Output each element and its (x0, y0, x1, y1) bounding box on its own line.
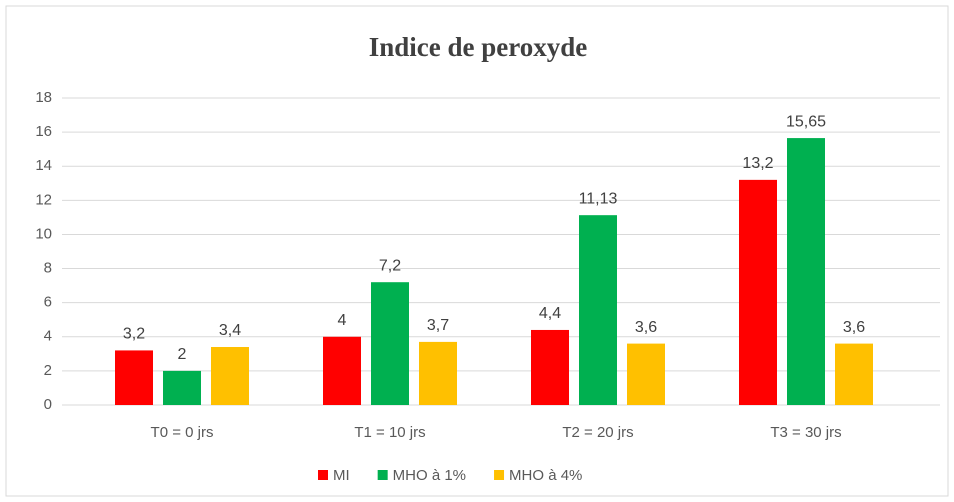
bar (323, 336, 361, 405)
x-tick-label: T1 = 10 jrs (354, 424, 425, 441)
legend-label: MHO à 1% (393, 467, 466, 484)
y-tick-label: 4 (44, 328, 52, 345)
bar (419, 341, 457, 405)
bar (371, 282, 409, 405)
value-label: 3,7 (427, 317, 449, 334)
bar (739, 179, 777, 405)
legend-label: MHO à 4% (509, 467, 582, 484)
y-tick-label: 16 (35, 123, 52, 140)
legend-label: MI (333, 467, 350, 484)
bar (835, 343, 873, 405)
bar (115, 350, 153, 405)
x-tick-label: T2 = 20 jrs (562, 424, 633, 441)
x-tick-label: T3 = 30 jrs (770, 424, 841, 441)
value-label: 15,65 (786, 113, 826, 130)
value-label: 13,2 (742, 155, 773, 172)
value-label: 3,2 (123, 326, 145, 343)
y-tick-label: 12 (35, 191, 52, 208)
legend-swatch (377, 470, 388, 480)
bar (211, 347, 249, 405)
y-tick-label: 6 (44, 294, 52, 311)
bar (579, 215, 617, 405)
value-label: 4,4 (539, 305, 561, 322)
bar (627, 343, 665, 405)
y-tick-label: 0 (44, 396, 52, 413)
legend-swatch (494, 470, 505, 480)
chart-title: Indice de peroxyde (369, 32, 588, 62)
x-tick-label: T0 = 0 jrs (151, 424, 214, 441)
value-label: 4 (338, 312, 347, 329)
value-label: 2 (178, 346, 187, 363)
y-tick-label: 2 (44, 362, 52, 379)
y-tick-label: 10 (35, 225, 52, 242)
value-label: 3,6 (843, 319, 865, 336)
value-label: 11,13 (579, 190, 618, 207)
y-tick-label: 14 (35, 157, 52, 174)
value-label: 3,4 (219, 322, 241, 339)
bar (787, 138, 825, 405)
value-label: 7,2 (379, 257, 401, 274)
value-label: 3,6 (635, 319, 657, 336)
y-tick-label: 8 (44, 260, 52, 277)
legend-swatch (318, 470, 328, 480)
bar (163, 370, 201, 405)
bar (531, 329, 569, 405)
y-tick-label: 18 (35, 89, 52, 106)
